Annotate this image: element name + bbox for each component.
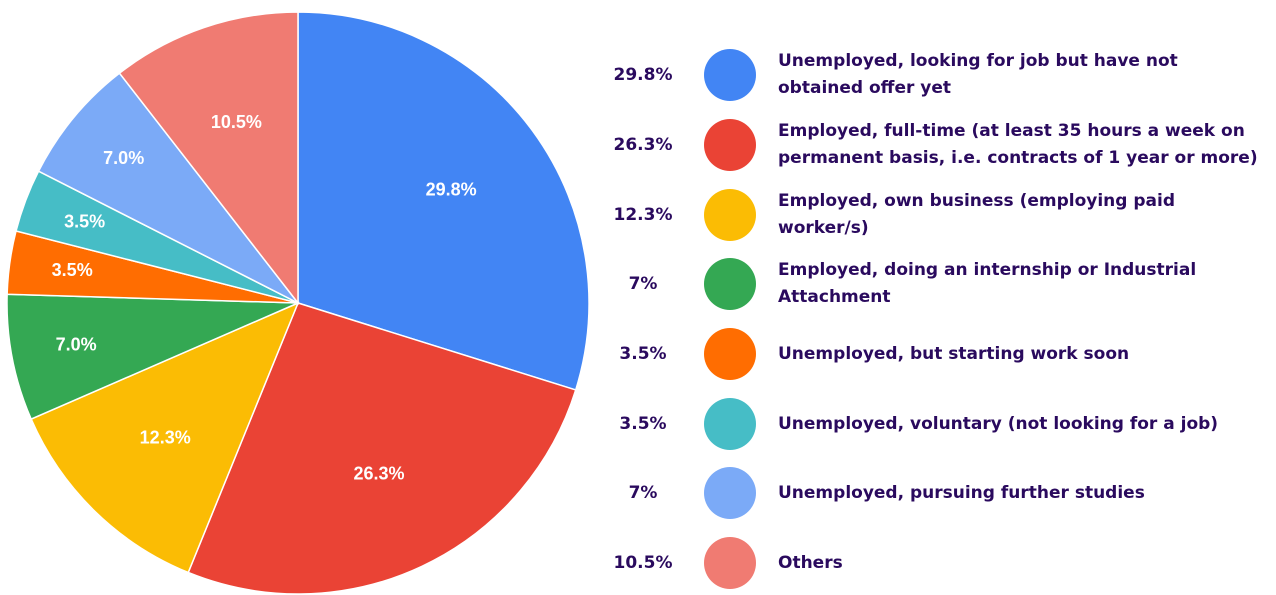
legend-swatch (704, 537, 756, 589)
legend-swatch (704, 49, 756, 101)
legend-item: 29.8% Unemployed, looking for job but ha… (600, 45, 1276, 105)
pie-slice (37, 72, 299, 304)
legend-swatch (704, 328, 756, 380)
legend-item-value: 7% (628, 483, 658, 503)
legend-item-label: Unemployed, pursuing further studies (778, 482, 1145, 503)
pie-slice-label: 3.5% (52, 260, 93, 280)
pie-slice-label: 3.5% (64, 211, 105, 231)
legend-item: 12.3% Employed, own business (employing … (600, 185, 1276, 245)
pie-slice (187, 302, 577, 595)
pie-slice-label: 29.8% (426, 179, 477, 199)
pie-slice-labels: 29.8% 26.3% 12.3% 7.0% 3.5% 3.5% 7.0% 10.5% (52, 112, 477, 484)
legend-item-value: 10.5% (613, 553, 673, 573)
legend-item-value: 3.5% (619, 344, 667, 364)
legend-swatch (704, 398, 756, 450)
pie-chart-svg: 29.8% 26.3% 12.3% 7.0% 3.5% 3.5% 7.0% 10.5% (6, 11, 590, 595)
legend-item-value: 12.3% (613, 205, 673, 225)
legend-item: 3.5% Unemployed, voluntary (not looking … (600, 394, 1276, 454)
legend-item-value: 29.8% (613, 65, 673, 85)
pie-slice-label: 26.3% (353, 464, 404, 484)
legend-item: 10.5% Others (600, 533, 1276, 593)
legend-swatch (704, 467, 756, 519)
pie-slice (6, 293, 299, 421)
legend-item-label: Unemployed, voluntary (not looking for a… (778, 413, 1219, 434)
pie-slice (118, 11, 299, 306)
pie-slice-label: 10.5% (211, 112, 262, 132)
legend-item-label: Employed, full-time (at least 35 hours a… (778, 121, 1258, 168)
legend-swatch (704, 119, 756, 171)
pie-slice (30, 301, 300, 574)
legend-item: 3.5% Unemployed, but starting work soon (600, 324, 1276, 384)
pie-slice-label: 12.3% (140, 428, 191, 448)
legend-swatch (704, 258, 756, 310)
legend-item: 7% Employed, doing an internship or Indu… (600, 254, 1276, 314)
pie-chart: 29.8% 26.3% 12.3% 7.0% 3.5% 3.5% 7.0% 10.5% (0, 0, 600, 595)
legend: 29.8% Unemployed, looking for job but ha… (600, 0, 1276, 595)
legend-item: 26.3% Employed, full-time (at least 35 h… (600, 115, 1276, 175)
legend-item-label: Others (778, 552, 843, 573)
legend-item-label: Unemployed, looking for job but have not… (778, 51, 1178, 98)
legend-item-value: 26.3% (613, 135, 673, 155)
pie-slices (6, 11, 590, 595)
legend-swatch (704, 189, 756, 241)
legend-item-label: Unemployed, but starting work soon (778, 343, 1130, 364)
legend-item: 7% Unemployed, pursuing further studies (600, 463, 1276, 523)
pie-slice-label: 7.0% (103, 148, 144, 168)
legend-item-value: 7% (628, 274, 658, 294)
pie-slice (297, 11, 590, 391)
legend-item-value: 3.5% (619, 414, 667, 434)
legend-item-label: Employed, own business (employing paid w… (778, 191, 1175, 238)
pie-slice-label: 7.0% (56, 334, 97, 354)
legend-item-label: Employed, doing an internship or Industr… (778, 260, 1197, 307)
